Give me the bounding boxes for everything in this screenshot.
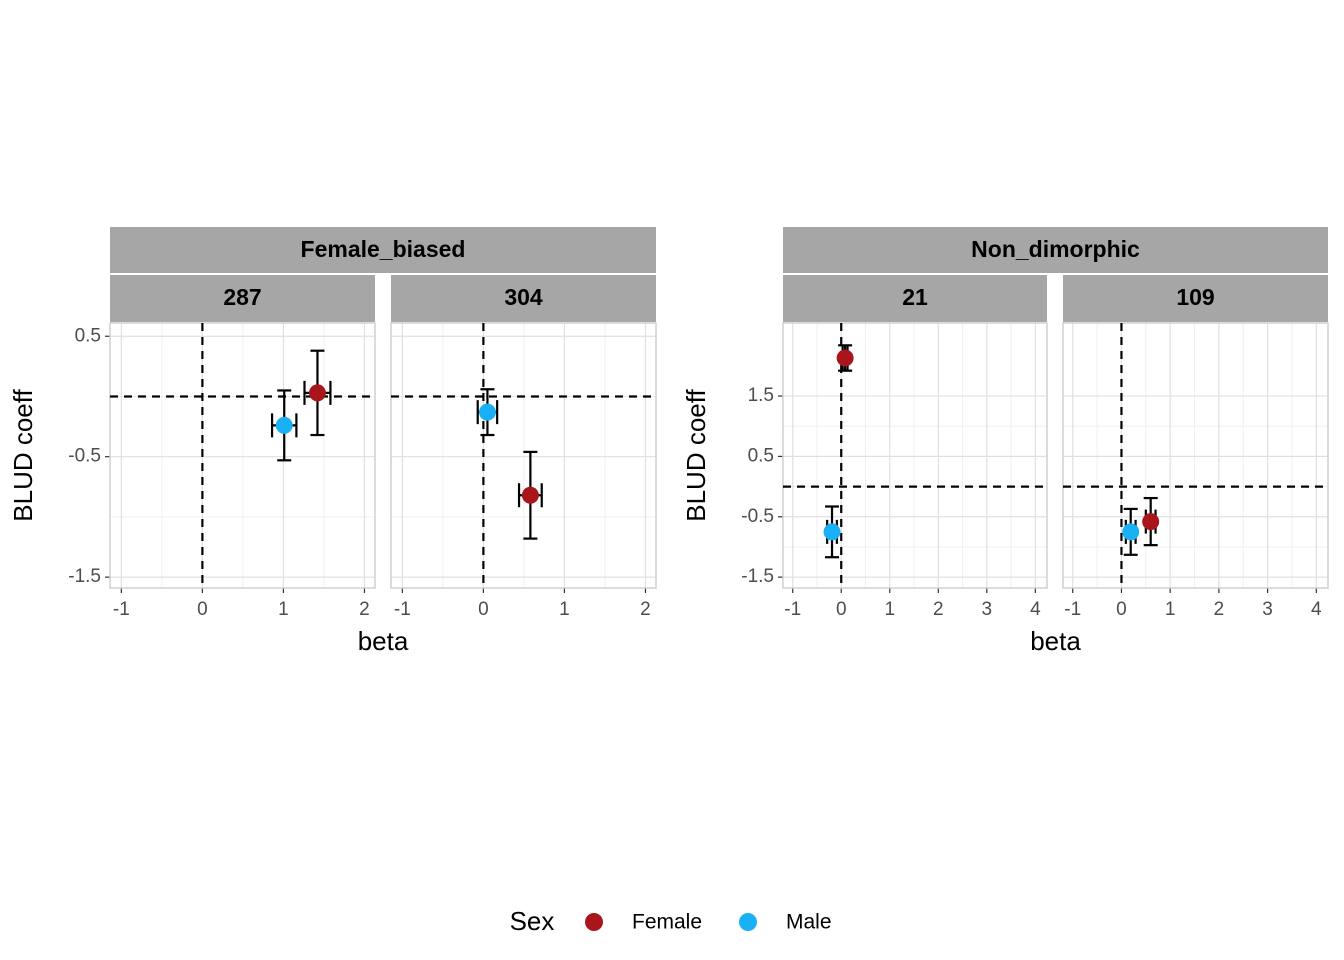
x-tick-label: 0 bbox=[1116, 599, 1127, 620]
group-label: Non_dimorphic bbox=[971, 236, 1140, 262]
x-tick-label: 1 bbox=[278, 599, 289, 620]
x-tick-label: 0 bbox=[478, 599, 489, 620]
x-tick-label: 1 bbox=[884, 599, 895, 620]
y-tick-label: 0.5 bbox=[75, 325, 101, 346]
point bbox=[275, 416, 293, 434]
panel-title: 304 bbox=[504, 284, 543, 310]
x-tick-label: 2 bbox=[933, 599, 944, 620]
panel-title: 287 bbox=[223, 284, 261, 310]
x-tick-label: 1 bbox=[559, 599, 570, 620]
y-tick-label: 1.5 bbox=[748, 385, 774, 406]
x-axis-title: beta bbox=[358, 626, 409, 656]
panel-border bbox=[1062, 322, 1329, 589]
x-tick-label: 1 bbox=[1165, 599, 1176, 620]
group-strip bbox=[783, 227, 1328, 273]
point bbox=[836, 349, 854, 367]
x-tick-label: 2 bbox=[359, 599, 370, 620]
legend-label: Female bbox=[632, 911, 702, 934]
panel-border bbox=[390, 322, 657, 589]
x-tick-label: 2 bbox=[640, 599, 651, 620]
y-tick-label: -1.5 bbox=[741, 566, 774, 587]
group-strip bbox=[110, 227, 656, 273]
legend-key bbox=[739, 913, 757, 931]
y-tick-label: -1.5 bbox=[68, 566, 101, 587]
x-tick-label: 4 bbox=[1311, 599, 1322, 620]
group-label: Female_biased bbox=[301, 236, 466, 262]
panel-title: 109 bbox=[1176, 284, 1214, 310]
legend-label: Male bbox=[786, 911, 832, 934]
x-tick-label: 0 bbox=[197, 599, 208, 620]
legend-key bbox=[585, 913, 603, 931]
panel-title: 21 bbox=[902, 284, 928, 310]
panel-strip bbox=[391, 275, 656, 322]
x-tick-label: 2 bbox=[1214, 599, 1225, 620]
y-axis-title: BLUD coeff bbox=[8, 388, 38, 521]
y-axis-title: BLUD coeff bbox=[681, 388, 711, 521]
point bbox=[1142, 513, 1160, 531]
x-tick-label: 3 bbox=[982, 599, 993, 620]
y-tick-label: -0.5 bbox=[741, 506, 774, 527]
x-tick-label: 0 bbox=[836, 599, 847, 620]
panel-border bbox=[782, 322, 1048, 589]
point bbox=[823, 523, 841, 541]
panel-border bbox=[109, 322, 376, 589]
x-tick-label: -1 bbox=[113, 599, 130, 620]
x-axis-title: beta bbox=[1030, 626, 1081, 656]
y-tick-label: -0.5 bbox=[68, 446, 101, 467]
x-tick-label: -1 bbox=[1064, 599, 1081, 620]
point bbox=[521, 486, 539, 504]
panel-strip bbox=[110, 275, 375, 322]
x-tick-label: 3 bbox=[1262, 599, 1273, 620]
panel-strip bbox=[783, 275, 1047, 322]
x-tick-label: -1 bbox=[784, 599, 801, 620]
y-tick-label: 0.5 bbox=[748, 445, 774, 466]
x-tick-label: -1 bbox=[394, 599, 411, 620]
panel-strip bbox=[1063, 275, 1328, 322]
point bbox=[1122, 523, 1140, 541]
point bbox=[478, 403, 496, 421]
legend-title: Sex bbox=[510, 906, 555, 936]
point bbox=[308, 384, 326, 402]
x-tick-label: 4 bbox=[1030, 599, 1041, 620]
